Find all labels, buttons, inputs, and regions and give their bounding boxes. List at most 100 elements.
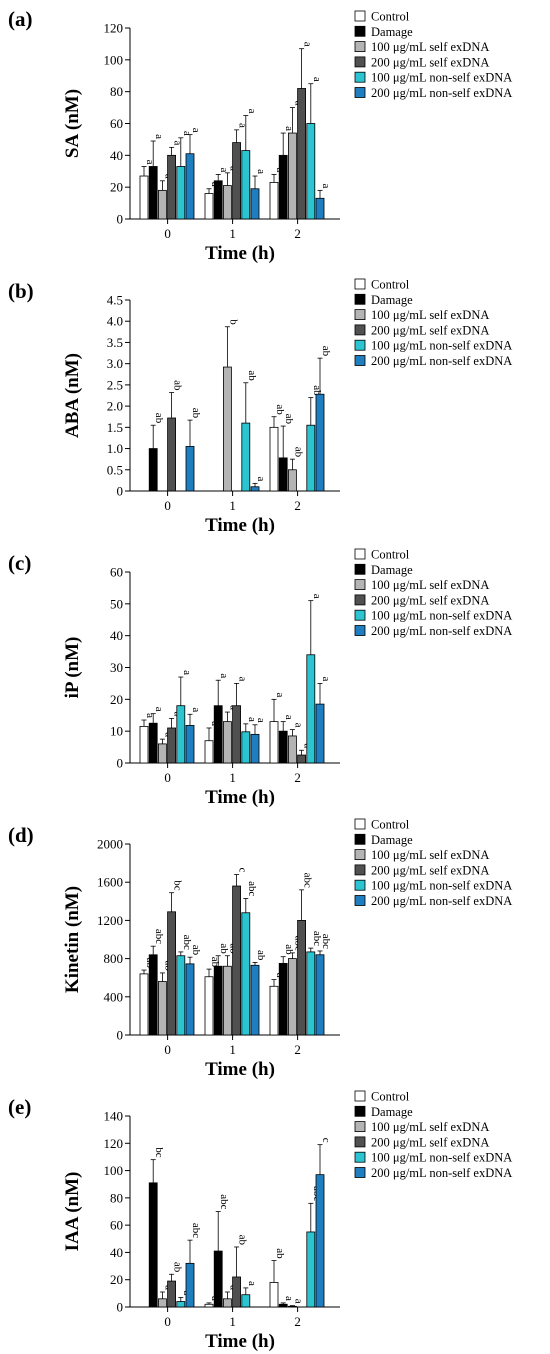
- legend-label: 200 μg/mL self exDNA: [371, 55, 489, 69]
- significance-label: ab: [311, 385, 323, 396]
- legend-label: 100 μg/mL non-self exDNA: [371, 609, 512, 623]
- significance-label: ab: [218, 943, 230, 954]
- legend-swatch: [354, 309, 366, 321]
- significance-label: a: [283, 715, 295, 720]
- significance-label: abc: [190, 1223, 202, 1238]
- bar: [241, 912, 251, 1036]
- legend-swatch: [354, 864, 366, 876]
- x-axis-title: Time (h): [205, 1059, 275, 1080]
- significance-label: a: [144, 160, 156, 165]
- legend-swatch: [354, 87, 366, 98]
- legend-swatch: [354, 56, 366, 68]
- bar: [204, 976, 214, 1036]
- significance-label: ab: [255, 950, 267, 961]
- chart-panel-5: (e) 0 20 40 60 80 100 120 140 0 1 2 Time (h) IAA (nM)…: [8, 1090, 512, 1353]
- legend-swatch: [354, 1167, 366, 1178]
- bar: [204, 193, 214, 220]
- significance-label: ab: [246, 370, 258, 381]
- y-tick-label: 0.5: [107, 462, 123, 477]
- legend-swatch: [354, 818, 366, 830]
- bar: [157, 743, 167, 764]
- significance-label: a: [320, 677, 332, 682]
- y-tick-label: 3.5: [107, 335, 123, 350]
- bar: [176, 166, 186, 220]
- significance-label: b: [227, 319, 239, 325]
- significance-label: a: [246, 1281, 258, 1286]
- legend-swatch: [354, 879, 366, 891]
- y-tick-label: 60: [110, 116, 123, 131]
- bar: [250, 188, 260, 220]
- x-tick-label: 0: [164, 1314, 171, 1329]
- bar: [278, 1303, 288, 1308]
- y-tick-label: 4.5: [107, 293, 123, 308]
- significance-label: a: [172, 140, 184, 145]
- y-tick-label: 80: [110, 84, 123, 99]
- legend-swatch: [354, 10, 366, 22]
- legend-swatch: [354, 594, 366, 606]
- significance-label: abc: [311, 931, 323, 946]
- y-tick-label: 1200: [97, 913, 123, 928]
- x-tick-label: 2: [294, 226, 301, 241]
- x-axis-title: Time (h): [205, 243, 275, 264]
- significance-label: ab: [274, 1248, 286, 1259]
- bar: [315, 954, 325, 1036]
- legend-label: Damage: [371, 563, 413, 577]
- legend-label: Control: [371, 548, 410, 562]
- x-tick-label: 1: [229, 498, 236, 513]
- bar: [306, 1231, 316, 1308]
- legend-label: 200 μg/mL non-self exDNA: [371, 86, 512, 100]
- bar: [176, 1301, 186, 1308]
- x-axis-title: Time (h): [205, 1331, 275, 1352]
- legend-label: Control: [371, 10, 410, 24]
- bar: [287, 469, 297, 492]
- legend-swatch: [354, 1136, 366, 1148]
- y-tick-label: 0: [117, 1300, 124, 1315]
- bar: [204, 740, 214, 764]
- y-tick-label: 120: [104, 1136, 124, 1151]
- significance-label: ab: [172, 1262, 184, 1273]
- x-tick-label: 1: [229, 770, 236, 785]
- bar: [167, 154, 177, 220]
- legend-label: 100 μg/mL non-self exDNA: [371, 339, 512, 353]
- bar: [232, 885, 242, 1036]
- x-tick-label: 0: [164, 498, 171, 513]
- legend-label: 200 μg/mL non-self exDNA: [371, 894, 512, 908]
- significance-label: abc: [218, 1194, 230, 1209]
- significance-label: a: [218, 168, 230, 173]
- significance-label: a: [181, 131, 193, 136]
- y-tick-label: 3.0: [107, 356, 123, 371]
- significance-label: ab: [320, 346, 332, 357]
- bar: [148, 954, 158, 1036]
- y-tick-label: 80: [110, 1190, 123, 1205]
- legend-label: 100 μg/mL non-self exDNA: [371, 71, 512, 85]
- chart-panel-4: (d) 0 400 800 1200 1600 2000 0 1 2 Time (h) Kinetin…: [8, 818, 512, 1081]
- legend-label: 100 μg/mL self exDNA: [371, 578, 489, 592]
- significance-label: a: [320, 183, 332, 188]
- legend-swatch: [354, 1105, 366, 1117]
- y-tick-label: 40: [110, 148, 123, 163]
- y-tick-label: 60: [110, 565, 123, 580]
- bar: [232, 705, 242, 764]
- bar: [139, 175, 149, 220]
- x-tick-label: 2: [294, 770, 301, 785]
- significance-label: a: [311, 77, 323, 82]
- bar: [241, 422, 251, 492]
- significance-label: ab: [153, 413, 165, 424]
- bar: [185, 153, 195, 220]
- bar: [222, 1298, 232, 1308]
- panel-label: (a): [8, 7, 33, 31]
- significance-label: a: [283, 1296, 295, 1301]
- legend-swatch: [354, 1151, 366, 1163]
- bar: [222, 366, 232, 492]
- bar: [176, 705, 186, 764]
- y-tick-label: 50: [110, 596, 123, 611]
- significance-label: a: [153, 707, 165, 712]
- significance-label: a: [311, 594, 323, 599]
- x-tick-label: 2: [294, 1042, 301, 1057]
- bar: [167, 727, 177, 764]
- legend-label: 200 μg/mL self exDNA: [371, 593, 489, 607]
- legend-swatch: [354, 609, 366, 621]
